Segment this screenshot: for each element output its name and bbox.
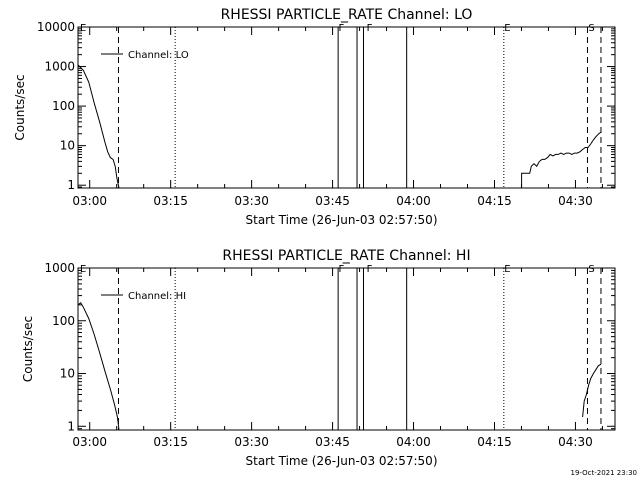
data-series-line [582,363,602,418]
chart-title: RHESSI PARTICLE_RATE Channel: LO [221,7,473,23]
y-tick-label: 1 [67,419,75,433]
legend-label: Channel: HI [128,291,186,302]
x-axis-label: Start Time (26-Jun-03 02:57:50) [246,213,438,227]
x-tick-label: 04:30 [558,194,593,208]
x-tick-label: 03:00 [72,435,107,449]
x-axis-label: Start Time (26-Jun-03 02:57:50) [246,454,438,468]
y-axis-label: Counts/sec [21,316,35,382]
x-tick-label: 03:45 [315,194,350,208]
lo-channel-panel: RHESSI PARTICLE_RATE Channel: LO 1 10 100 10… [13,7,616,227]
event-label: S [588,23,594,34]
x-tick-label: 04:15 [477,194,512,208]
x-tick-label: 03:15 [153,194,188,208]
y-tick-label: 10 [60,139,75,153]
y-tick-label: 1 [67,178,75,192]
chart-title: RHESSI PARTICLE_RATE Channel: HI [222,248,470,264]
y-tick-label: 1000 [44,261,75,275]
x-tick-label: 04:00 [396,435,431,449]
event-label: E [80,23,86,34]
data-series-line [521,131,602,188]
hi-channel-panel: RHESSI PARTICLE_RATE Channel: HI 1 10 100 10… [21,248,616,468]
event-label: E [504,23,510,34]
plot-timestamp: 19-Oct-2021 23:30 [571,469,637,477]
event-label: F [367,264,373,275]
y-tick-label: 100 [52,314,75,328]
event-label: F [339,23,345,34]
x-tick-label: 04:30 [558,435,593,449]
plot-frame [77,267,616,431]
y-axis-label: Counts/sec [13,74,27,140]
x-tick-label: 04:00 [396,194,431,208]
data-series-line [78,64,120,188]
y-tick-label: 10000 [37,20,75,34]
x-tick-label: 03:45 [315,435,350,449]
x-tick-label: 03:00 [72,194,107,208]
event-label: S [588,264,594,275]
x-tick-label: 03:30 [234,435,269,449]
y-tick-label: 10 [60,367,75,381]
event-label: E [504,264,510,275]
event-label: F [367,23,373,34]
y-tick-label: 1000 [44,60,75,74]
legend-label: Channel: LO [128,50,189,61]
event-label: E [80,264,86,275]
event-label: F [339,264,345,275]
data-series-line [78,301,120,430]
x-tick-label: 03:15 [153,435,188,449]
x-tick-label: 03:30 [234,194,269,208]
y-tick-label: 100 [52,99,75,113]
x-tick-label: 04:15 [477,435,512,449]
